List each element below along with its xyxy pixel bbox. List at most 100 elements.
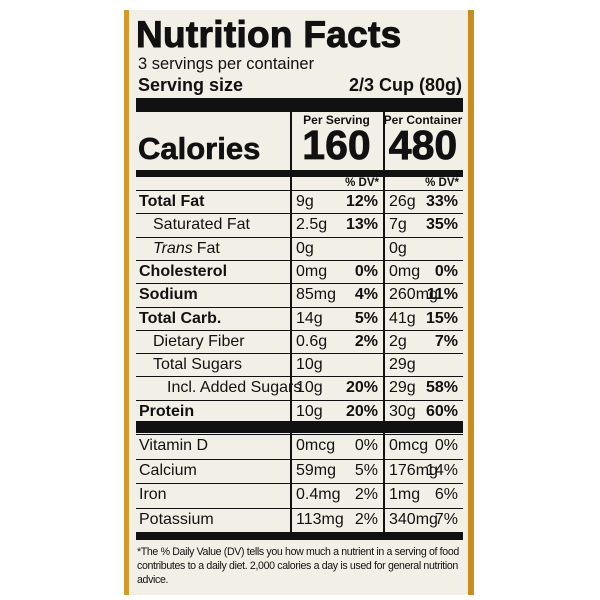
daily-value: 7% bbox=[434, 510, 458, 528]
daily-value: 60% bbox=[425, 402, 458, 420]
daily-value: 7% bbox=[434, 332, 458, 350]
amount: 10g bbox=[296, 402, 323, 420]
serving-size-value: 2/3 Cup (80g) bbox=[348, 75, 462, 95]
name-part: Sodium bbox=[139, 286, 198, 304]
nutrient-name: Cholesterol bbox=[139, 260, 227, 283]
rule bbox=[136, 421, 463, 433]
name-part: Total Fat bbox=[139, 193, 205, 210]
name-part: Total Sugars bbox=[153, 356, 242, 374]
name-part: Iron bbox=[139, 486, 167, 503]
daily-value: 0% bbox=[354, 437, 378, 454]
dv-header: % DV* bbox=[425, 177, 459, 189]
amount: 85mg bbox=[296, 286, 337, 304]
daily-value: 14% bbox=[425, 461, 458, 479]
nutrient-name: Sodium bbox=[139, 283, 198, 306]
rule bbox=[136, 483, 463, 484]
dv-header: % DV* bbox=[345, 177, 379, 189]
column-header: Per Serving bbox=[303, 113, 370, 127]
nutrient-name: Vitamin D bbox=[139, 434, 208, 459]
nutrient-name: Total Fat bbox=[139, 190, 204, 213]
amount: 2g bbox=[389, 332, 407, 350]
name-part: Protein bbox=[139, 402, 195, 420]
amount: 29g bbox=[389, 356, 416, 374]
name-part: Cholesterol bbox=[139, 262, 228, 280]
rule bbox=[136, 353, 463, 355]
daily-value: 0% bbox=[434, 437, 458, 454]
rule bbox=[136, 399, 463, 401]
name-part: Trans bbox=[153, 239, 193, 257]
nutrient-name: Total Carb. bbox=[139, 307, 221, 330]
daily-value: 4% bbox=[354, 286, 378, 304]
calories-label: Calories bbox=[138, 131, 261, 167]
amount: 59mg bbox=[296, 461, 337, 479]
rule bbox=[136, 190, 463, 191]
rule bbox=[136, 98, 463, 112]
daily-value: 6% bbox=[434, 486, 458, 503]
column-header: Per Container bbox=[383, 113, 463, 127]
amount: 0mcg bbox=[389, 437, 429, 454]
amount: 0mg bbox=[296, 262, 328, 280]
nutrient-name: Iron bbox=[139, 483, 167, 508]
rule bbox=[136, 376, 463, 378]
amount: 0.4mg bbox=[296, 486, 341, 503]
amount: 10g bbox=[296, 379, 323, 397]
rule bbox=[136, 532, 463, 540]
name-part: Total Carb. bbox=[139, 309, 222, 327]
name-part: Dietary Fiber bbox=[153, 332, 245, 350]
name-part: Saturated Fat bbox=[153, 216, 250, 234]
rule bbox=[136, 507, 463, 509]
amount: 30g bbox=[389, 402, 416, 420]
serving-size-label: Serving size bbox=[138, 75, 244, 95]
daily-value: 12% bbox=[345, 193, 378, 210]
daily-value: 33% bbox=[425, 193, 458, 210]
amount: 41g bbox=[389, 309, 416, 327]
nutrient-name: Trans Fat bbox=[153, 237, 220, 260]
name-part: Vitamin D bbox=[139, 437, 209, 454]
amount: 26g bbox=[389, 193, 416, 210]
amount: 340mg bbox=[389, 510, 438, 528]
calories-value: 480 bbox=[388, 122, 458, 169]
daily-value: 20% bbox=[345, 402, 378, 420]
nutrient-name: Saturated Fat bbox=[153, 213, 250, 236]
calories-value: 160 bbox=[302, 122, 371, 169]
name-part: Fat bbox=[196, 239, 220, 257]
rule bbox=[383, 112, 385, 532]
daily-value: 11% bbox=[426, 286, 458, 304]
rule bbox=[136, 213, 463, 215]
rule bbox=[136, 259, 463, 261]
rule bbox=[136, 283, 463, 285]
amount: 0mcg bbox=[296, 437, 336, 454]
amount: 7g bbox=[389, 216, 407, 234]
title: Nutrition Facts bbox=[136, 14, 402, 56]
name-part: Incl. Added Sugars bbox=[167, 379, 302, 397]
daily-value: 2% bbox=[354, 332, 378, 350]
rule bbox=[136, 458, 463, 460]
amount: 10g bbox=[296, 356, 323, 374]
nutrient-name: Calcium bbox=[139, 459, 197, 484]
nutrient-name: Protein bbox=[139, 400, 194, 423]
daily-value: 35% bbox=[425, 216, 458, 234]
nutrient-name: Dietary Fiber bbox=[153, 330, 245, 353]
daily-value: 2% bbox=[354, 510, 378, 528]
daily-value: 15% bbox=[425, 309, 458, 327]
amount: 0mg bbox=[389, 262, 421, 280]
amount: 2.5g bbox=[296, 216, 328, 234]
amount: 14g bbox=[296, 309, 323, 327]
daily-value: 5% bbox=[354, 309, 378, 327]
rule bbox=[290, 112, 292, 532]
daily-value: 0% bbox=[434, 262, 458, 280]
amount: 260mg bbox=[389, 286, 438, 304]
name-part: Calcium bbox=[139, 461, 197, 479]
rule bbox=[136, 329, 463, 331]
daily-value: 5% bbox=[354, 461, 378, 479]
nutrient-name: Potassium bbox=[139, 508, 214, 533]
rule bbox=[136, 236, 463, 238]
nutrient-name: Incl. Added Sugars bbox=[167, 376, 301, 399]
daily-value: 2% bbox=[354, 486, 378, 503]
daily-value: 20% bbox=[345, 379, 378, 397]
amount: 9g bbox=[296, 193, 314, 210]
footnote: *The % Daily Value (DV) tells you how mu… bbox=[137, 546, 459, 586]
amount: 0g bbox=[389, 239, 407, 257]
rule bbox=[136, 170, 463, 177]
